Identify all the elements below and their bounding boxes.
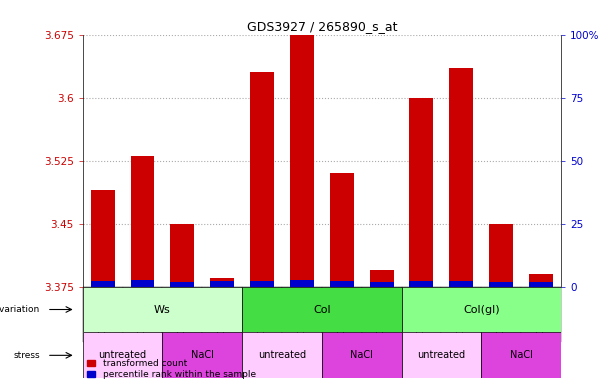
Text: Col: Col: [313, 305, 330, 314]
Bar: [91, 281, 115, 286]
Bar: [242, 333, 322, 378]
Bar: [529, 281, 553, 286]
Text: untreated: untreated: [417, 350, 465, 360]
Bar: [409, 98, 433, 286]
Text: Col(gl): Col(gl): [463, 305, 500, 314]
Bar: [481, 286, 521, 342]
Text: stress: stress: [13, 351, 40, 360]
Bar: [83, 286, 123, 342]
Text: NaCl: NaCl: [509, 350, 533, 360]
Bar: [402, 333, 481, 378]
Bar: [131, 280, 154, 286]
Bar: [170, 281, 194, 286]
Bar: [441, 286, 481, 342]
Text: NaCl: NaCl: [191, 350, 214, 360]
Bar: [91, 190, 115, 286]
Bar: [402, 286, 561, 333]
Bar: [370, 281, 394, 286]
Bar: [210, 281, 234, 286]
Bar: [370, 270, 394, 286]
Bar: [290, 280, 314, 286]
Bar: [83, 286, 242, 333]
Bar: [242, 286, 402, 333]
Bar: [449, 68, 473, 286]
Bar: [481, 333, 561, 378]
Text: genotype/variation: genotype/variation: [0, 305, 40, 314]
Text: untreated: untreated: [99, 350, 147, 360]
Bar: [322, 333, 402, 378]
Bar: [202, 286, 242, 342]
Bar: [250, 72, 274, 286]
Bar: [362, 286, 402, 342]
Bar: [123, 286, 162, 342]
Bar: [242, 286, 282, 342]
Bar: [282, 286, 322, 342]
Bar: [170, 223, 194, 286]
Bar: [529, 274, 553, 286]
Bar: [409, 281, 433, 286]
Bar: [162, 286, 202, 342]
Bar: [489, 281, 513, 286]
Bar: [402, 286, 441, 342]
Text: untreated: untreated: [258, 350, 306, 360]
Text: Ws: Ws: [154, 305, 171, 314]
Bar: [449, 281, 473, 286]
Bar: [330, 173, 354, 286]
Legend: transformed count, percentile rank within the sample: transformed count, percentile rank withi…: [87, 359, 256, 379]
Bar: [210, 278, 234, 286]
Bar: [322, 286, 362, 342]
Title: GDS3927 / 265890_s_at: GDS3927 / 265890_s_at: [246, 20, 397, 33]
Bar: [131, 156, 154, 286]
Bar: [521, 286, 561, 342]
Text: NaCl: NaCl: [350, 350, 373, 360]
Bar: [162, 333, 242, 378]
Bar: [489, 223, 513, 286]
Bar: [250, 281, 274, 286]
Bar: [83, 333, 162, 378]
Bar: [330, 281, 354, 286]
Bar: [290, 35, 314, 286]
